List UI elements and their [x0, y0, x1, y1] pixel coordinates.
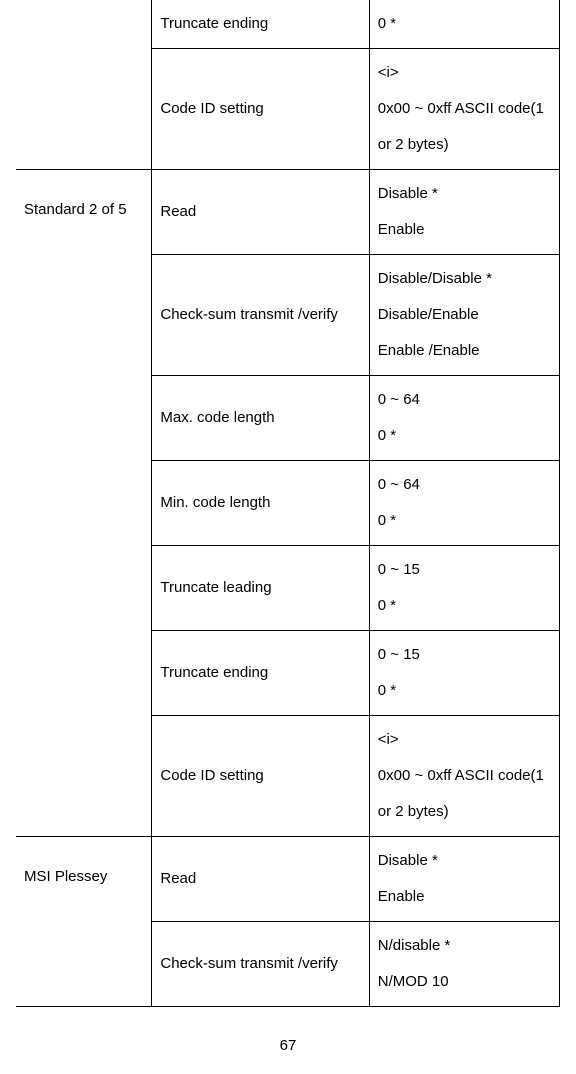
value-cell: 0 * [369, 0, 559, 49]
param-cell: Code ID setting [152, 716, 369, 837]
param-cell: Truncate leading [152, 546, 369, 631]
value-cell: <i>0x00 ~ 0xff ASCII code(1 or 2 bytes) [369, 716, 559, 837]
param-cell: Check-sum transmit /verify [152, 922, 369, 1007]
value-cell: Disable *Enable [369, 170, 559, 255]
value-cell: N/disable *N/MOD 10 [369, 922, 559, 1007]
group-label-cell: Standard 2 of 5 [16, 170, 152, 837]
table-row: MSI Plessey Read Disable *Enable [16, 837, 560, 922]
param-cell: Truncate ending [152, 631, 369, 716]
value-cell: Disable *Enable [369, 837, 559, 922]
config-table: Truncate ending 0 * Code ID setting <i>0… [16, 0, 560, 1007]
page-number: 67 [16, 1037, 560, 1054]
value-cell: Disable/Disable *Disable/EnableEnable /E… [369, 255, 559, 376]
value-cell: 0 ~ 150 * [369, 546, 559, 631]
param-cell: Truncate ending [152, 0, 369, 49]
param-cell: Read [152, 837, 369, 922]
param-cell: Min. code length [152, 461, 369, 546]
value-cell: 0 ~ 640 * [369, 376, 559, 461]
param-cell: Code ID setting [152, 49, 369, 170]
group-label-cell [16, 0, 152, 170]
table-row: Standard 2 of 5 Read Disable *Enable [16, 170, 560, 255]
page-container: Truncate ending 0 * Code ID setting <i>0… [0, 0, 576, 1074]
value-cell: 0 ~ 640 * [369, 461, 559, 546]
value-cell: <i>0x00 ~ 0xff ASCII code(1 or 2 bytes) [369, 49, 559, 170]
param-cell: Check-sum transmit /verify [152, 255, 369, 376]
table-row: Truncate ending 0 * [16, 0, 560, 49]
param-cell: Read [152, 170, 369, 255]
value-cell: 0 ~ 150 * [369, 631, 559, 716]
param-cell: Max. code length [152, 376, 369, 461]
group-label-cell: MSI Plessey [16, 837, 152, 1007]
